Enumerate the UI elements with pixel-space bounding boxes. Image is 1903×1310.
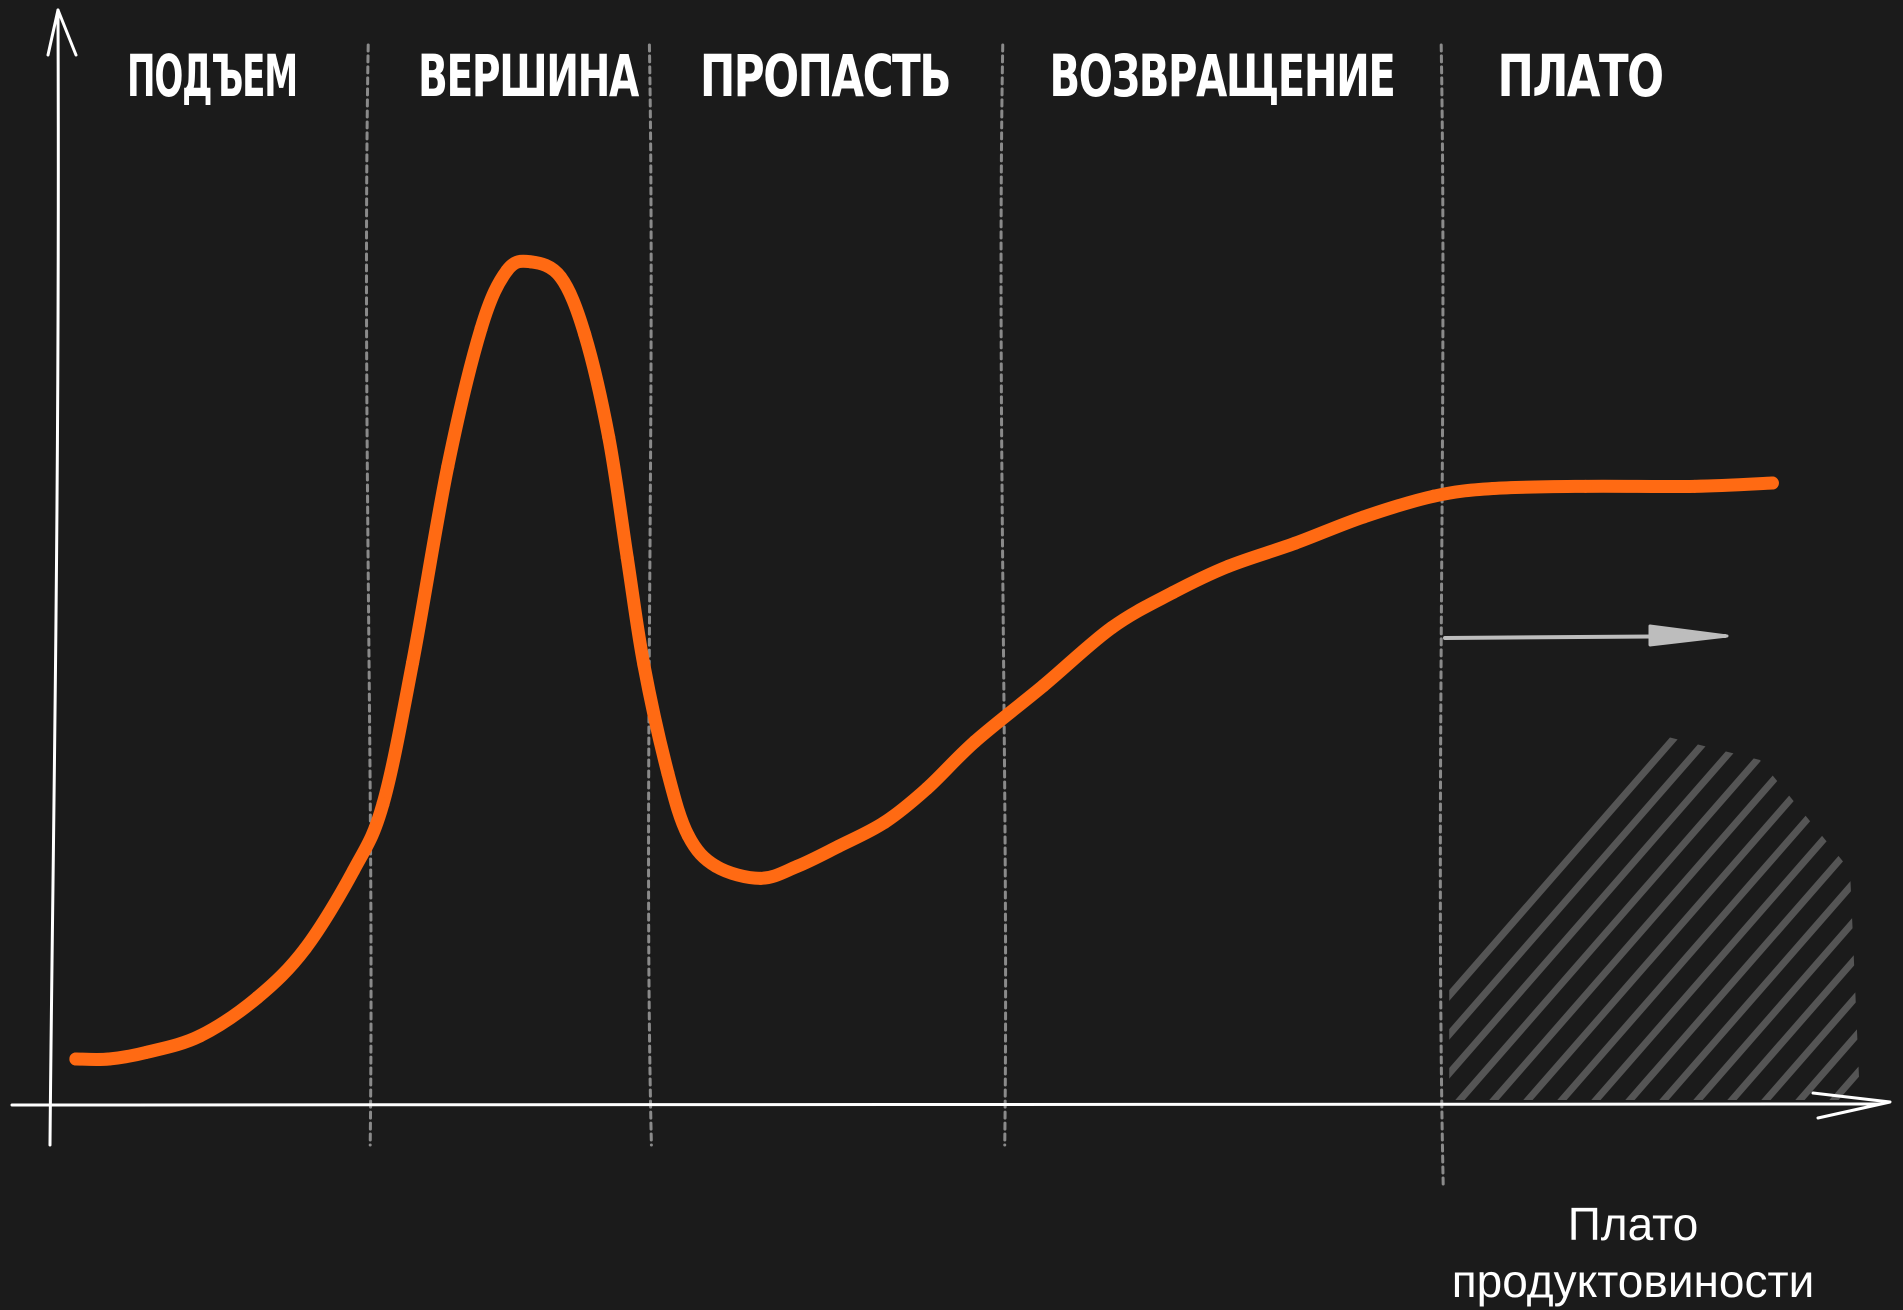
data-point-24 [877, 815, 891, 829]
hatch-stroke [1753, 710, 1860, 1100]
data-point-30 [1221, 559, 1235, 573]
data-point-11 [500, 264, 514, 278]
data-point-7 [376, 797, 390, 811]
hatch-stroke [1855, 710, 1860, 1100]
plateau-caption: Плато продуктовиности [1452, 1198, 1815, 1307]
data-point-34 [1486, 482, 1500, 496]
data-point-6 [346, 864, 360, 878]
data-point-18 [661, 766, 675, 780]
data-point-37 [1765, 476, 1779, 490]
data-point-5 [298, 941, 312, 955]
phase-label-2: ПРОПАСТЬ [700, 42, 950, 110]
phase-divider-4 [1438, 43, 1445, 1187]
phase-dividers [364, 43, 1445, 1187]
data-point-13 [554, 270, 568, 284]
data-point-16 [620, 551, 634, 564]
data-point-31 [1288, 536, 1302, 550]
data-point-25 [920, 782, 934, 796]
plateau-hatch-area [1449, 675, 1903, 1110]
hatch-stroke [1893, 675, 1903, 1110]
x-axis [10, 1100, 1882, 1107]
series-line [69, 254, 1779, 1066]
hatch-stroke [1583, 710, 1860, 1100]
hatch-stroke [1719, 710, 1860, 1100]
hatch-stroke [1651, 710, 1860, 1100]
data-point-8 [406, 656, 420, 670]
hatch-stroke [1549, 710, 1860, 1100]
phase-divider-1 [364, 43, 373, 1147]
data-point-12 [524, 255, 538, 269]
data-point-35 [1579, 479, 1592, 493]
data-point-10 [474, 322, 488, 336]
data-point-33 [1427, 489, 1441, 503]
data-point-0 [69, 1052, 83, 1066]
hatch-stroke [1821, 710, 1860, 1100]
data-point-27 [1036, 679, 1050, 693]
phase-labels-layer: ПОДЪЕМ ВЕРШИНА ПРОПАСТЬ ВОЗВРАЩЕНИЕ ПЛАТО [127, 42, 1665, 110]
data-point-1 [102, 1052, 116, 1066]
data-point-15 [602, 430, 616, 444]
plateau-arrow [1443, 624, 1729, 647]
phase-divider-2 [647, 43, 653, 1147]
series-points-layer [69, 255, 1779, 1066]
hatch-stroke [1685, 710, 1860, 1100]
data-point-28 [1105, 621, 1119, 635]
hatch-stroke [1617, 710, 1860, 1100]
y-axis-arrowhead [46, 8, 78, 57]
chart-axes [10, 8, 1892, 1147]
data-point-19 [681, 829, 695, 843]
series-curve-layer [69, 254, 1779, 1066]
plateau-arrow-head [1648, 624, 1729, 647]
data-point-17 [637, 658, 651, 672]
hatch-stroke [1449, 710, 1767, 1100]
data-point-26 [968, 734, 982, 748]
plateau-caption-line-2: продуктовиности [1452, 1255, 1815, 1307]
data-point-22 [790, 859, 804, 873]
plateau-caption-line-1: Плато [1568, 1198, 1699, 1250]
data-point-14 [578, 327, 592, 341]
y-axis [48, 8, 60, 1147]
data-point-2 [139, 1045, 153, 1059]
phase-label-0: ПОДЪЕМ [127, 42, 297, 110]
hatch-stroke [1449, 710, 1733, 1100]
data-point-21 [753, 871, 767, 885]
data-point-23 [831, 840, 845, 854]
data-point-36 [1688, 479, 1702, 493]
phase-divider-3 [999, 43, 1008, 1147]
hatch-strokes [1449, 675, 1903, 1110]
data-point-3 [193, 1029, 207, 1043]
x-axis-arrowhead [1811, 1091, 1892, 1120]
data-point-9 [441, 460, 455, 474]
phase-label-3: ВОЗВРАЩЕНИЕ [1050, 42, 1395, 110]
data-point-32 [1357, 510, 1370, 524]
phase-label-4: ПЛАТО [1498, 42, 1663, 110]
phase-label-1: ВЕРШИНА [418, 42, 639, 110]
data-point-20 [709, 859, 723, 873]
data-point-29 [1166, 586, 1180, 600]
hatch-stroke [1787, 710, 1860, 1100]
data-point-4 [250, 991, 264, 1005]
